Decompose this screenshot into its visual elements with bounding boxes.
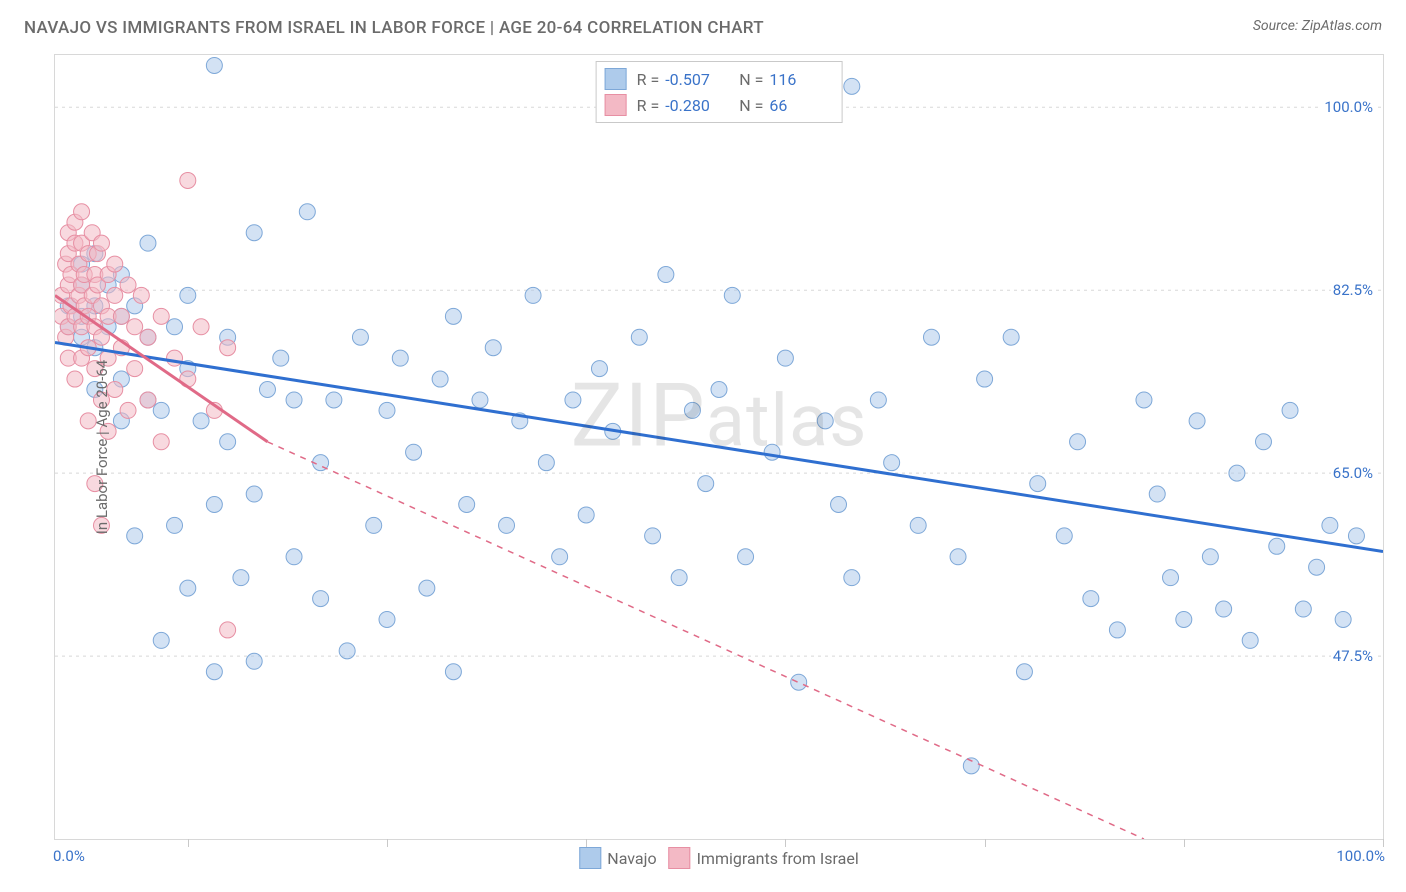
correlation-legend: R = -0.507 N = 116 R = -0.280 N = 66	[596, 61, 843, 123]
legend-label-israel: Immigrants from Israel	[697, 849, 859, 868]
n-label: N =	[739, 96, 763, 115]
chart-title: NAVAJO VS IMMIGRANTS FROM ISRAEL IN LABO…	[24, 18, 764, 38]
n-value-navajo: 116	[769, 70, 833, 89]
chart-plot-area: In Labor Force | Age 20-64 0.0% 100.0% R…	[54, 54, 1384, 840]
x-tick	[785, 839, 786, 847]
y-grid-label: 82.5%	[1331, 281, 1375, 299]
r-label: R =	[637, 96, 660, 115]
x-tick	[188, 839, 189, 847]
legend-label-navajo: Navajo	[607, 849, 656, 868]
x-tick	[586, 839, 587, 847]
y-grid-label: 100.0%	[1322, 98, 1375, 116]
swatch-navajo	[605, 68, 627, 90]
source-attribution: Source: ZipAtlas.com	[1253, 18, 1382, 34]
legend-item-navajo: Navajo	[579, 847, 656, 869]
x-axis-max-label: 100.0%	[1336, 847, 1385, 865]
y-axis-title: In Labor Force | Age 20-64	[93, 360, 111, 534]
n-label: N =	[739, 70, 763, 89]
x-tick	[387, 839, 388, 847]
r-label: R =	[637, 70, 660, 89]
y-grid-label: 47.5%	[1331, 647, 1375, 665]
x-axis-min-label: 0.0%	[53, 847, 85, 865]
r-value-israel: -0.280	[665, 96, 729, 115]
legend-row-israel: R = -0.280 N = 66	[605, 92, 834, 118]
x-tick	[1383, 839, 1384, 847]
r-value-navajo: -0.507	[665, 70, 729, 89]
legend-row-navajo: R = -0.507 N = 116	[605, 66, 834, 92]
x-tick	[1184, 839, 1185, 847]
legend-item-israel: Immigrants from Israel	[669, 847, 859, 869]
series-legend: Navajo Immigrants from Israel	[579, 847, 858, 869]
swatch-israel	[605, 94, 627, 116]
y-grid-label: 65.0%	[1331, 464, 1375, 482]
swatch-israel	[669, 847, 691, 869]
n-value-israel: 66	[769, 96, 833, 115]
x-tick	[985, 839, 986, 847]
swatch-navajo	[579, 847, 601, 869]
scatter-svg	[55, 55, 1383, 839]
